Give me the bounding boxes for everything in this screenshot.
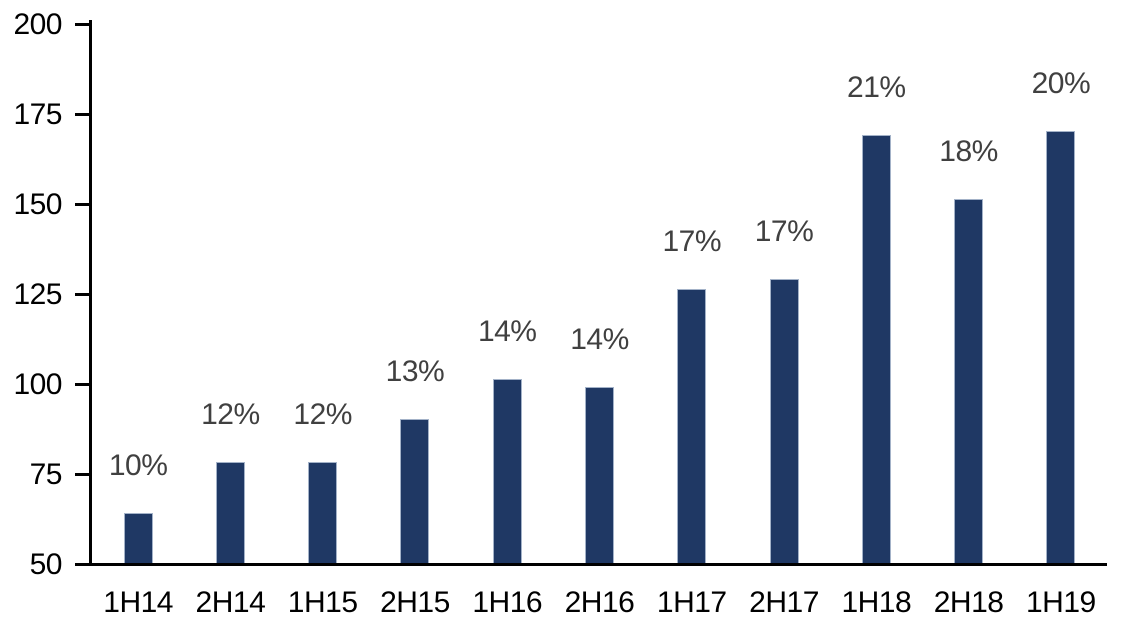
y-tick-mark bbox=[75, 23, 89, 26]
x-tick-label: 1H19 bbox=[1025, 586, 1096, 619]
x-tick-label: 2H14 bbox=[195, 586, 266, 619]
bar-value-label: 17% bbox=[662, 225, 722, 259]
bar bbox=[308, 462, 338, 563]
bar-value-label: 17% bbox=[754, 214, 814, 248]
x-tick-label: 2H17 bbox=[749, 586, 819, 619]
bar-value-label: 20% bbox=[1031, 67, 1091, 100]
x-tick-label: 1H17 bbox=[656, 586, 727, 619]
x-tick-label: 2H16 bbox=[564, 586, 635, 619]
y-tick-mark bbox=[75, 563, 89, 566]
bar bbox=[861, 134, 891, 563]
bar bbox=[677, 289, 707, 563]
x-axis-line bbox=[89, 563, 1107, 566]
y-tick-label: 100 bbox=[13, 368, 62, 401]
bar-value-label: 18% bbox=[939, 135, 998, 169]
x-tick-label: 1H16 bbox=[472, 586, 543, 619]
bar bbox=[1046, 131, 1076, 563]
y-tick-mark bbox=[75, 383, 89, 386]
bar bbox=[585, 386, 614, 563]
bar-value-label: 13% bbox=[385, 355, 445, 388]
y-tick-mark bbox=[75, 113, 89, 116]
y-tick-mark bbox=[75, 473, 89, 476]
bar bbox=[769, 278, 799, 563]
x-tick-label: 2H15 bbox=[380, 586, 450, 619]
bar-value-label: 10% bbox=[108, 448, 168, 482]
y-tick-mark bbox=[75, 203, 89, 206]
y-tick-label: 75 bbox=[29, 458, 63, 491]
x-tick-label: 2H18 bbox=[933, 586, 1004, 619]
bar-value-label: 14% bbox=[570, 322, 629, 356]
y-tick-label: 175 bbox=[13, 98, 62, 131]
x-tick-label: 1H14 bbox=[103, 586, 173, 619]
y-axis-line bbox=[89, 20, 92, 566]
bar bbox=[954, 199, 984, 563]
y-tick-label: 50 bbox=[29, 548, 63, 581]
y-tick-label: 200 bbox=[13, 8, 62, 41]
bar bbox=[215, 462, 245, 563]
y-tick-label: 125 bbox=[13, 278, 62, 311]
x-tick-label: 1H15 bbox=[287, 586, 358, 619]
bar bbox=[123, 512, 153, 563]
bar-value-label: 21% bbox=[847, 70, 906, 104]
y-tick-label: 150 bbox=[13, 188, 62, 221]
bar-value-label: 12% bbox=[201, 398, 260, 432]
x-tick-label: 1H18 bbox=[841, 586, 912, 619]
bar-value-label: 12% bbox=[293, 398, 352, 432]
bar bbox=[400, 419, 430, 563]
bar-value-label: 14% bbox=[477, 315, 537, 349]
y-tick-mark bbox=[75, 293, 89, 296]
bar bbox=[492, 379, 522, 563]
